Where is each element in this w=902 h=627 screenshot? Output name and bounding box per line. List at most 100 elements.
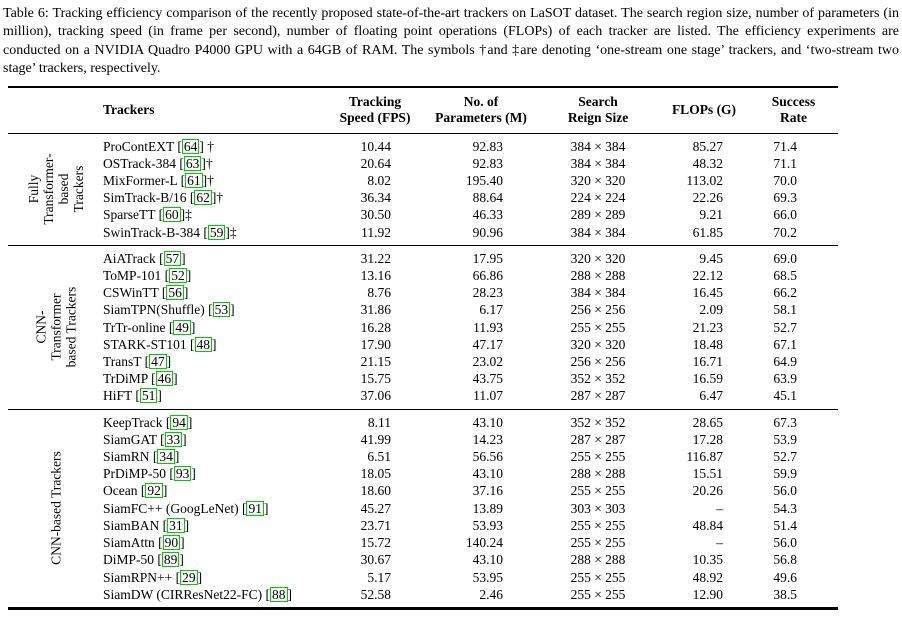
citation-link[interactable]: 33 (164, 431, 183, 447)
tracker-name: ProContEXT [ (103, 138, 182, 154)
tracker-name-cell: OSTrack-384 [63]† (103, 155, 325, 172)
citation-link[interactable]: 53 (212, 302, 231, 318)
success-rate-cell: 51.4 (773, 517, 797, 533)
citation-link[interactable]: 91 (246, 500, 264, 516)
citation-link[interactable]: 48 (194, 336, 213, 352)
citation-link[interactable]: 34 (157, 449, 175, 465)
tracker-stage-symbol: ] (179, 552, 184, 568)
parameters-cell: 2.46 (479, 586, 503, 602)
citation-link[interactable]: 29 (180, 569, 198, 585)
table-row: CNN- Transformer based Trackers AiATrack … (8, 244, 838, 410)
citation-link[interactable]: 46 (155, 371, 174, 387)
tracker-name: TransT [ (103, 354, 150, 370)
parameters-cell: 90.96 (472, 224, 503, 240)
tracker-name-cell: Ocean [92] (103, 482, 325, 499)
tracking-speed-cell: 30.67 (360, 552, 391, 568)
parameters-cell: 43.75 (472, 371, 503, 387)
tracker-name: SiamBAN [ (103, 517, 168, 533)
search-size-cell: 255 × 255 (570, 319, 626, 335)
tracker-stage-symbol: ] (182, 431, 187, 447)
citation-link[interactable]: 64 (181, 138, 200, 154)
parameters-cell: 92.83 (472, 155, 503, 171)
tracking-speed-cell: 36.34 (360, 190, 391, 206)
citation-link[interactable]: 56 (166, 285, 184, 301)
search-size-cell: 352 × 352 (570, 371, 626, 387)
citation-link[interactable]: 90 (162, 535, 181, 551)
citation-link[interactable]: 92 (145, 483, 163, 499)
citation-link[interactable]: 63 (183, 155, 202, 171)
citation-link[interactable]: 51 (139, 388, 158, 404)
citation-link[interactable]: 88 (270, 586, 288, 602)
tracker-stage-symbol: ] (181, 250, 186, 266)
success-rate-cell: 45.1 (773, 388, 797, 404)
tracking-speed-cell: 20.64 (360, 155, 391, 171)
citation-link[interactable]: 60 (163, 207, 181, 223)
group-label-cnn-transformer-based-trackers: CNN- Transformer based Trackers (8, 244, 103, 410)
tracking-speed-cell: 10.44 (325, 132, 425, 155)
tracker-name: SiamFC++ (GoogLeNet) [ (103, 500, 247, 516)
success-rate-cell: 64.9 (773, 354, 797, 370)
column-header-parameters: No. of Parameters (M) (435, 93, 527, 125)
tracker-name: AiATrack [ (103, 250, 164, 266)
flops-cell: 6.47 (699, 388, 723, 404)
table-row: ToMP-101 [52] 13.16 66.86 288 × 288 22.12 68.… (8, 267, 838, 284)
search-size-cell: 287 × 287 (570, 388, 626, 404)
citation-link[interactable]: 93 (173, 466, 192, 482)
parameters-cell: 46.33 (472, 207, 503, 223)
parameters-cell: 43.10 (425, 408, 537, 431)
tracker-stage-symbol: ] (180, 535, 185, 551)
column-header-success-rate: Success Rate (771, 93, 816, 125)
column-header-tracking-speed: Tracking Speed (FPS) (339, 93, 411, 125)
citation-link[interactable]: 31 (167, 517, 185, 533)
citation-link[interactable]: 89 (161, 552, 180, 568)
parameters-cell: 28.23 (472, 285, 503, 301)
tracking-speed-cell: 11.92 (361, 224, 391, 240)
flops-cell: – (716, 500, 723, 516)
tracker-stage-symbol: ]‡ (180, 207, 192, 223)
tracking-speed-cell: 16.28 (360, 319, 391, 335)
tracker-name: HiFT [ (103, 388, 140, 404)
flops-cell: 48.92 (692, 569, 723, 585)
success-rate-cell: 58.1 (773, 302, 797, 318)
success-rate-cell: 71.4 (749, 132, 838, 155)
tracker-name-cell: SiamRN [34] (103, 448, 325, 465)
citation-link[interactable]: 49 (173, 319, 191, 335)
citation-link[interactable]: 62 (194, 190, 212, 206)
tracker-stage-symbol: ] (230, 302, 235, 318)
table-row: TrDiMP [46] 15.75 43.75 352 × 352 16.59 63.9 (8, 370, 838, 387)
flops-cell: 18.48 (692, 336, 723, 352)
citation-link[interactable]: 94 (170, 414, 188, 430)
table-row: SiamBAN [31] 23.71 53.93 255 × 255 48.84 51.4 (8, 517, 838, 534)
tracker-name: SiamGAT [ (103, 431, 165, 447)
tracker-name: ToMP-101 [ (103, 268, 170, 284)
tracking-speed-cell: 31.86 (360, 302, 391, 318)
citation-link[interactable]: 47 (149, 354, 167, 370)
citation-link[interactable]: 59 (207, 224, 226, 240)
column-header-group (8, 87, 103, 134)
search-size-cell: 256 × 256 (570, 354, 626, 370)
citation-link[interactable]: 57 (163, 250, 182, 266)
flops-cell: 28.65 (659, 408, 749, 431)
table-row: SwinTrack-B-384 [59]‡ 11.92 90.96 384 × 384… (8, 224, 838, 246)
table-row: DiMP-50 [89] 30.67 43.10 288 × 288 10.35 56.8 (8, 551, 838, 568)
flops-cell: 113.02 (686, 173, 723, 189)
search-size-cell: 289 × 289 (570, 207, 626, 223)
citation-link[interactable]: 52 (169, 268, 187, 284)
search-size-cell: 384 × 384 (570, 285, 626, 301)
tracker-name-cell: AiATrack [57] (103, 244, 325, 268)
tracker-name-cell: SwinTrack-B-384 [59]‡ (103, 224, 325, 246)
tracking-speed-cell: 15.75 (360, 371, 391, 387)
tracker-name: KeepTrack [ (103, 414, 171, 430)
tracking-speed-cell: 37.06 (360, 388, 391, 404)
success-rate-cell: 69.0 (749, 244, 838, 268)
flops-cell: 48.84 (692, 517, 723, 533)
tracker-stage-symbol: ] (166, 354, 172, 370)
table-row: SiamDW (CIRResNet22-FC) [88] 52.58 2.46 255… (8, 586, 838, 609)
tracker-name: SimTrack-B/16 [ (103, 190, 195, 206)
search-size-cell: 288 × 288 (570, 466, 626, 482)
citation-link[interactable]: 61 (185, 173, 203, 189)
table-row: PrDiMP-50 [93] 18.05 43.10 288 × 288 15.51 59… (8, 465, 838, 482)
tracker-name-cell: ProContEXT [64] † (103, 132, 325, 155)
tracker-name-cell: TrDiMP [46] (103, 370, 325, 387)
search-size-cell: 255 × 255 (570, 569, 626, 585)
